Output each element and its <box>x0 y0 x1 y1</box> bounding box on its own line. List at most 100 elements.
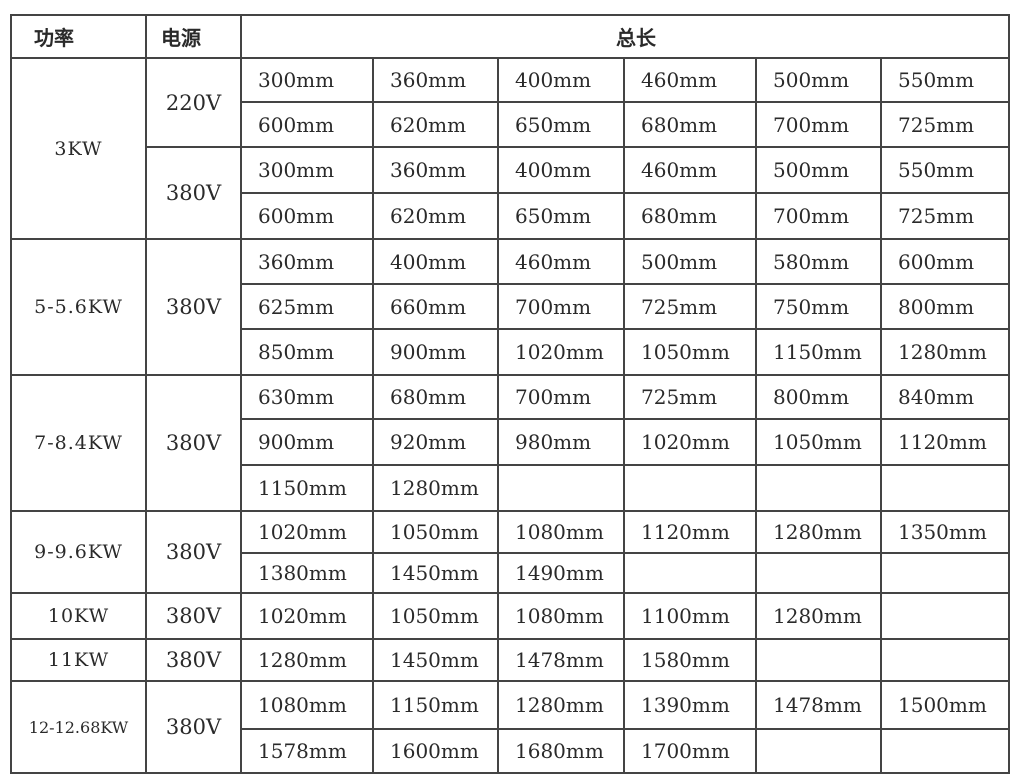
length-cell: 920mm <box>372 418 499 466</box>
length-cell: 850mm <box>240 328 374 376</box>
table-row: 12-12.68KW 380V 1080mm 1150mm 1280mm 1390mm 14… <box>10 680 1011 774</box>
header-row: 功率 电源 总长 <box>10 14 1011 59</box>
table-row: 9-9.6KW 380V 1020mm 1050mm 1080mm 1120mm 1280m… <box>10 510 1011 594</box>
length-cell: 460mm <box>623 146 757 194</box>
length-cell: 725mm <box>623 374 757 420</box>
length-cell: 1700mm <box>623 728 757 774</box>
length-cell: 550mm <box>879 57 1011 103</box>
length-cell: 360mm <box>372 57 499 103</box>
table-row: 5-5.6KW 380V 360mm 400mm 460mm 500mm 580mm 600m… <box>10 238 1011 376</box>
length-cell: 625mm <box>240 283 374 330</box>
length-cell: 300mm <box>240 146 374 194</box>
length-cell: 600mm <box>240 192 374 240</box>
length-cell: 700mm <box>497 283 625 330</box>
length-cell: 700mm <box>497 374 625 420</box>
heater-length-table: 功率 电源 总长 3KW 220V 300mm 360mm 400mm 460mm 500m… <box>10 14 1011 774</box>
length-cell: 1450mm <box>372 552 499 594</box>
power-cell: 10KW <box>10 592 147 640</box>
length-cell: 1120mm <box>879 418 1011 466</box>
length-cell: 1080mm <box>497 510 625 554</box>
length-cell: 460mm <box>623 57 757 103</box>
table-row: 7-8.4KW 380V 630mm 680mm 700mm 725mm 800mm 840m… <box>10 374 1011 512</box>
power-cell: 3KW <box>10 57 147 240</box>
length-cell: 1450mm <box>372 638 499 682</box>
length-cell: 1280mm <box>755 510 882 554</box>
length-cell <box>497 464 625 512</box>
length-cell: 650mm <box>497 192 625 240</box>
table-row: 3KW 220V 300mm 360mm 400mm 460mm 500mm 550mm <box>10 57 1011 240</box>
header-voltage: 电源 <box>145 14 242 59</box>
length-cell: 1390mm <box>623 680 757 730</box>
length-cell: 980mm <box>497 418 625 466</box>
power-cell: 9-9.6KW <box>10 510 147 594</box>
voltage-cell: 380V <box>145 146 242 240</box>
length-cell <box>879 464 1011 512</box>
length-cell: 1150mm <box>240 464 374 512</box>
power-cell: 11KW <box>10 638 147 682</box>
voltage-cell: 220V <box>145 57 242 148</box>
length-cell: 630mm <box>240 374 374 420</box>
table-row: 11KW 380V 1280mm 1450mm 1478mm 1580mm <box>10 638 1011 682</box>
length-cell: 300mm <box>240 57 374 103</box>
length-cell <box>879 728 1011 774</box>
length-cell: 400mm <box>497 146 625 194</box>
length-cell: 500mm <box>623 238 757 285</box>
header-length: 总长 <box>239 14 1011 59</box>
length-cell: 1580mm <box>623 638 757 682</box>
length-cell <box>755 728 882 774</box>
length-cell: 900mm <box>372 328 499 376</box>
length-cell: 550mm <box>879 146 1011 194</box>
length-cell: 1380mm <box>240 552 374 594</box>
length-cell: 600mm <box>879 238 1011 285</box>
length-cell <box>755 464 882 512</box>
length-cell: 1350mm <box>879 510 1011 554</box>
length-cell: 1280mm <box>372 464 499 512</box>
length-cell: 1080mm <box>240 680 374 730</box>
length-cell: 1100mm <box>623 592 757 640</box>
length-cell: 750mm <box>755 283 882 330</box>
length-cell: 360mm <box>240 238 374 285</box>
length-cell: 725mm <box>623 283 757 330</box>
length-cell: 680mm <box>372 374 499 420</box>
length-cell: 1020mm <box>623 418 757 466</box>
length-cell: 700mm <box>755 101 882 148</box>
length-cell: 460mm <box>497 238 625 285</box>
power-cell: 5-5.6KW <box>10 238 147 376</box>
length-cell: 1280mm <box>497 680 625 730</box>
table-row: 625mm 660mm 700mm 725mm 750mm 800mm <box>11 283 1011 330</box>
length-cell: 1490mm <box>497 552 625 594</box>
length-cell: 1500mm <box>879 680 1011 730</box>
power-cell: 7-8.4KW <box>10 374 147 512</box>
length-cell <box>879 552 1011 594</box>
length-cell: 725mm <box>879 192 1011 240</box>
length-cell: 1050mm <box>372 510 499 554</box>
table-row: 1150mm 1280mm <box>11 464 1011 512</box>
table-row: 1578mm 1600mm 1680mm 1700mm <box>11 728 1011 774</box>
length-cell: 1280mm <box>755 592 882 640</box>
table-row: 850mm 900mm 1020mm 1050mm 1150mm 1280mm <box>11 328 1011 376</box>
length-cell: 360mm <box>372 146 499 194</box>
length-cell: 600mm <box>240 101 374 148</box>
voltage-cell: 380V <box>145 680 242 774</box>
length-cell: 1280mm <box>879 328 1011 376</box>
length-cell: 500mm <box>755 146 882 194</box>
length-cell: 1050mm <box>623 328 757 376</box>
length-cell <box>755 638 882 682</box>
length-cell: 1150mm <box>372 680 499 730</box>
table-row: 10KW 380V 1020mm 1050mm 1080mm 1100mm 1280mm <box>10 592 1011 640</box>
length-cell: 840mm <box>879 374 1011 420</box>
length-cell <box>623 464 757 512</box>
length-cell: 400mm <box>497 57 625 103</box>
length-cell: 1478mm <box>755 680 882 730</box>
voltage-cell: 380V <box>145 374 242 512</box>
length-cell: 1020mm <box>240 510 374 554</box>
length-cell: 1120mm <box>623 510 757 554</box>
table-row: 600mm 620mm 650mm 680mm 700mm 725mm <box>11 101 1011 148</box>
length-cell: 620mm <box>372 192 499 240</box>
length-cell: 650mm <box>497 101 625 148</box>
voltage-cell: 380V <box>145 592 242 640</box>
table-row: 900mm 920mm 980mm 1020mm 1050mm 1120mm <box>11 418 1011 466</box>
length-cell: 660mm <box>372 283 499 330</box>
table-row: 600mm 620mm 650mm 680mm 700mm 725mm <box>11 192 1011 240</box>
length-cell: 1150mm <box>755 328 882 376</box>
